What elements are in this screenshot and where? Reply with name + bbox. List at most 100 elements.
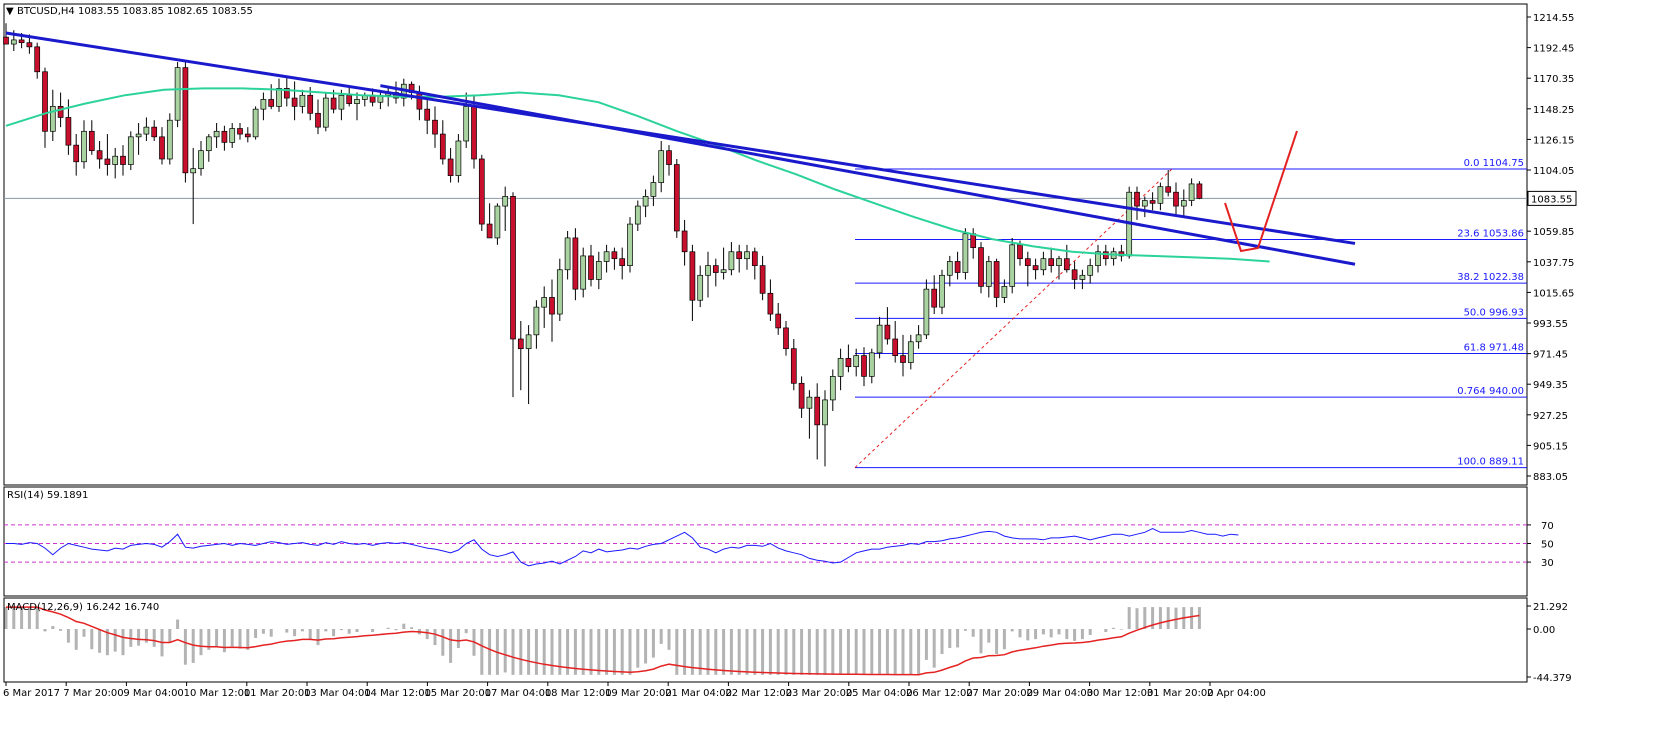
price-tick-label: 883.05 xyxy=(1533,472,1568,483)
candle xyxy=(767,279,774,321)
candle-body-bear xyxy=(572,237,579,290)
trendlines xyxy=(5,31,1356,266)
candle xyxy=(135,122,142,155)
candle-body-bull xyxy=(198,150,204,170)
candle xyxy=(1063,244,1070,273)
candle xyxy=(681,219,688,266)
candle-body-bear xyxy=(1196,183,1203,199)
time-tick-label: 6 Mar 2017 xyxy=(3,688,60,699)
candle xyxy=(868,348,875,384)
candle-body-bear xyxy=(1173,191,1179,207)
candle-body-bull xyxy=(338,94,345,110)
candle-body-bear xyxy=(439,133,446,160)
candle xyxy=(806,390,813,439)
price-axis: 1214.55 1192.45 1170.35 1148.25 1126.15 1104.… xyxy=(1527,13,1577,483)
candle xyxy=(751,247,758,280)
candle xyxy=(1071,261,1078,290)
candle xyxy=(650,175,657,207)
rsi-header: RSI(14) 59.1891 xyxy=(7,490,88,501)
trendline xyxy=(380,84,1356,266)
candle-body-bear xyxy=(478,158,485,225)
dropdown-triangle-icon[interactable]: ▼ xyxy=(6,6,14,17)
candle xyxy=(564,230,571,280)
candle xyxy=(1165,170,1172,197)
trendline xyxy=(5,31,1356,245)
candle-body-bear xyxy=(954,261,961,273)
candle xyxy=(1048,247,1055,273)
candle xyxy=(884,307,891,345)
candle-body-bear xyxy=(34,46,41,73)
candle xyxy=(1149,192,1156,211)
time-tick-label: 13 Mar 04:00 xyxy=(304,688,371,699)
candle-body-bear xyxy=(447,158,454,176)
macd-signal-line xyxy=(6,606,1200,676)
candle-body-bear xyxy=(237,128,243,135)
fib-level-label: 38.2 1022.38 xyxy=(1457,272,1524,283)
candle-body-bear xyxy=(549,297,555,315)
candle-body-bull xyxy=(260,99,267,110)
candle xyxy=(510,192,516,398)
candle xyxy=(354,92,360,121)
time-tick-label: 17 Mar 04:00 xyxy=(485,688,552,699)
candle-body-bear xyxy=(307,94,314,114)
candle-body-bull xyxy=(564,237,571,271)
candle xyxy=(666,145,672,176)
candle xyxy=(73,134,80,176)
current-price-badge xyxy=(1527,190,1577,206)
candle xyxy=(1157,182,1164,211)
candle-body-bull xyxy=(502,196,509,207)
time-tick-label: 26 Mar 12:00 xyxy=(906,688,973,699)
candle-body-bear xyxy=(283,88,290,99)
candle xyxy=(642,189,649,218)
candle xyxy=(985,255,992,298)
candle-body-bear xyxy=(517,338,524,350)
candle xyxy=(502,186,509,231)
time-tick-label: 27 Mar 20:00 xyxy=(966,688,1033,699)
candle-body-bull xyxy=(939,274,945,308)
price-tick-label: 927.25 xyxy=(1533,411,1568,422)
candle-body-bear xyxy=(1134,191,1140,207)
candle-body-bear xyxy=(790,348,797,384)
candle-body-bull xyxy=(190,168,197,174)
candle-body-bear xyxy=(611,251,618,260)
candle xyxy=(322,92,329,132)
forecast-arrow xyxy=(1224,130,1298,253)
price-tick-label: 1037.75 xyxy=(1533,258,1574,269)
fib-level-label: 50.0 996.93 xyxy=(1464,307,1524,318)
candle xyxy=(182,60,189,183)
candle xyxy=(244,127,251,143)
candle xyxy=(619,247,626,280)
candle-body-bear xyxy=(767,292,774,315)
candle xyxy=(923,279,930,339)
candle xyxy=(96,140,103,169)
candle-body-bull xyxy=(720,269,727,273)
candle xyxy=(588,244,594,287)
time-tick-label: 18 Mar 12:00 xyxy=(545,688,612,699)
price-tick-label: 1192.45 xyxy=(1533,44,1574,55)
candle-body-bear xyxy=(1032,265,1039,271)
candle-body-bear xyxy=(892,338,899,356)
candle-body-bear xyxy=(900,355,906,363)
candle-body-bear xyxy=(120,155,126,165)
candle xyxy=(1024,251,1031,287)
candle-body-bull xyxy=(650,182,657,197)
candle-body-bear xyxy=(182,67,189,174)
candle-body-bear xyxy=(1165,186,1172,193)
candle-body-bear xyxy=(57,106,64,118)
candle-body-bear xyxy=(244,133,251,138)
candle-body-bear xyxy=(346,94,353,104)
candle-body-bear xyxy=(993,261,1000,298)
candle xyxy=(907,334,914,370)
candle-body-bull xyxy=(252,108,259,138)
candle-body-bull xyxy=(556,269,563,315)
time-tick-label: 9 Mar 04:00 xyxy=(123,688,183,699)
candle xyxy=(533,300,540,349)
forecast-arrows xyxy=(1224,130,1298,253)
candle-body-bear xyxy=(315,112,321,128)
candle xyxy=(853,348,860,377)
fib-anchor-line xyxy=(854,168,1173,468)
candle-body-bull xyxy=(595,261,602,280)
candle-body-bull xyxy=(322,97,329,128)
candle xyxy=(892,320,899,363)
candle xyxy=(1173,182,1179,215)
